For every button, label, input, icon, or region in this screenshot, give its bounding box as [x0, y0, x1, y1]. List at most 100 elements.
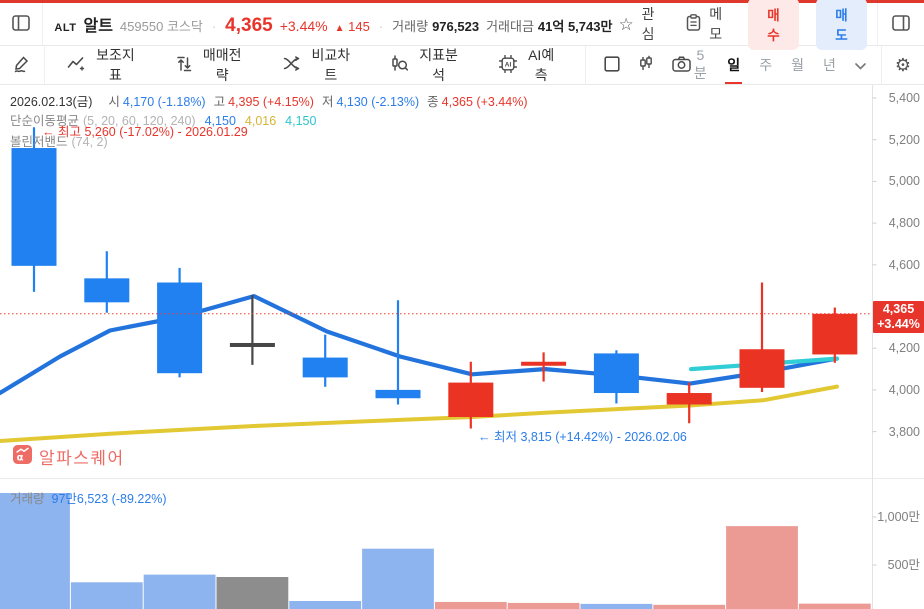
- volume-bar: [289, 601, 362, 609]
- ma-value-20: 4,150: [204, 114, 236, 128]
- indicator-button[interactable]: 보조지표: [61, 44, 146, 86]
- bb-params: (74, 2): [71, 135, 108, 149]
- volume-bar: [216, 577, 289, 609]
- timeframe-week[interactable]: 주: [759, 57, 773, 73]
- memo-button[interactable]: 메모: [680, 3, 731, 45]
- alphasquare-watermark: α 알파스퀘어: [13, 444, 125, 469]
- price-axis-label: 4,600: [888, 258, 920, 272]
- volume-bar: [143, 574, 216, 609]
- sell-button[interactable]: 매도: [816, 0, 867, 50]
- ai-forecast-button[interactable]: AI AI예측: [493, 44, 566, 86]
- price-axis-label: 5,400: [888, 91, 920, 105]
- candle-body: [448, 382, 494, 418]
- change-amount: ▲ 145: [334, 18, 370, 34]
- watchlist-button[interactable]: ☆ 관심: [612, 3, 663, 45]
- pencil-icon: [13, 55, 31, 76]
- draw-tool-button[interactable]: [0, 46, 46, 84]
- candle-body: [739, 349, 785, 388]
- current-price-badge: 4,365 +3.44%: [873, 301, 924, 333]
- volume-panel-header: 거래량 97만6,523 (-89.22%): [10, 488, 167, 507]
- indicator-zigzag-icon: [67, 56, 85, 74]
- candle-body: [11, 148, 57, 266]
- low-price-annotation: ← 최저 3,815 (+14.42%) - 2026.02.06: [478, 430, 687, 444]
- timeframe-selector: 5분 일 주 월 년: [691, 47, 880, 84]
- price-axis-label: 5,000: [888, 174, 920, 188]
- svg-text:AI: AI: [505, 61, 512, 68]
- timeframe-month[interactable]: 월: [791, 57, 804, 73]
- ticker-logo: ALT: [54, 21, 77, 34]
- stock-summary: ALT 알트 459550 코스닥 · 4,365 +3.44% ▲ 145 ·…: [43, 12, 612, 37]
- price-axis-label: 3,800: [888, 425, 920, 439]
- toolbar-divider: [585, 46, 587, 84]
- timeframe-dropdown-button[interactable]: [854, 57, 867, 73]
- moving-average-legend: 단순이동평균 (5, 20, 60, 120, 240) 4,150 4,016 4,1…: [10, 110, 316, 129]
- tool-items: 보조지표 매매전략 비교차트 지표분석: [45, 44, 565, 86]
- timeframe-5min[interactable]: 5분: [691, 47, 709, 83]
- candle-body: [666, 393, 712, 405]
- ma20-line: [0, 294, 840, 396]
- high-price-annotation: ← 최고 5,260 (-17.02%) - 2026.01.29: [42, 125, 248, 139]
- svg-text:α: α: [17, 452, 24, 463]
- strategy-button[interactable]: 매매전략: [170, 44, 253, 86]
- volume-bar: [70, 582, 143, 609]
- compare-chart-button[interactable]: 비교차트: [277, 44, 362, 86]
- candle-style-button[interactable]: [639, 55, 653, 75]
- timeframe-year[interactable]: 년: [822, 57, 836, 73]
- price-axis-label: 4,000: [888, 383, 920, 397]
- candle-body: [521, 361, 567, 366]
- badge-percent: +3.44%: [877, 317, 920, 331]
- up-arrow-icon: ▲: [334, 22, 345, 34]
- camera-icon: [672, 55, 692, 75]
- price-axis-label: 4,200: [888, 341, 920, 355]
- high-value: 4,395 (+4.15%): [228, 95, 314, 109]
- chart-toolbar: 보조지표 매매전략 비교차트 지표분석: [0, 46, 924, 85]
- price-axis-label: 5,200: [888, 133, 920, 147]
- volume-summary: 거래량 976,523: [392, 18, 480, 34]
- ma120-line: [0, 384, 839, 443]
- candle-magnifier-icon: [391, 55, 409, 75]
- shuffle-arrows-icon: [283, 56, 301, 74]
- current-price: 4,365: [225, 14, 273, 36]
- arrows-up-down-icon: [176, 56, 192, 75]
- volume-panel-label: 거래량: [10, 492, 45, 506]
- alphasquare-logo-icon: α: [13, 444, 32, 469]
- candle-body: [302, 357, 348, 378]
- volume-axis-label: 1,000만: [877, 510, 920, 524]
- stock-code-market: 459550 코스닥: [119, 18, 203, 34]
- header-actions: ☆ 관심 메모 매수 매도: [612, 0, 877, 50]
- timeframe-day[interactable]: 일: [725, 57, 743, 84]
- alphasquare-logo-text: 알파스퀘어: [39, 449, 125, 468]
- candlestick-chart-canvas[interactable]: [0, 84, 924, 609]
- memo-clipboard-icon: [686, 14, 701, 34]
- candlestick-icon: [639, 55, 653, 75]
- top-accent-bar: [0, 0, 924, 3]
- bb-label: 볼린저밴드: [10, 135, 68, 149]
- volume-bar: [653, 604, 726, 609]
- volume-bar: [362, 548, 434, 609]
- right-panel-toggle-button[interactable]: [877, 3, 924, 45]
- volume-bar: [726, 526, 798, 609]
- low-value: 4,130 (-2.13%): [336, 95, 420, 109]
- rectangle-tool-button[interactable]: [604, 55, 621, 75]
- screenshot-button[interactable]: [672, 55, 692, 75]
- turnover-summary: 거래대금 41억 5,743만: [486, 18, 613, 34]
- ma-value-120: 4,016: [244, 114, 277, 128]
- chart-area[interactable]: 2026.02.13(금) 시 4,170 (-1.18%) 고 4,395 (+4.1…: [0, 84, 924, 609]
- bollinger-legend: 볼린저밴드 (74, 2): [10, 131, 108, 150]
- indicator-analysis-button[interactable]: 지표분석: [385, 44, 469, 86]
- volume-bar: [507, 602, 580, 609]
- candle-body: [593, 353, 639, 394]
- chart-settings-button[interactable]: ⚙: [880, 46, 924, 84]
- open-value: 4,170 (-1.18%): [122, 95, 206, 109]
- stock-name: 알트: [83, 17, 113, 35]
- candle-body: [229, 342, 275, 347]
- volume-bar: [580, 603, 653, 609]
- price-axis-label: 4,800: [888, 216, 920, 230]
- rectangle-icon: [604, 55, 621, 75]
- buy-button[interactable]: 매수: [748, 0, 799, 50]
- separator-dot: ·: [211, 18, 217, 34]
- separator-dot: ·: [378, 18, 384, 34]
- ma-value-240: 4,150: [285, 114, 317, 128]
- left-panel-toggle-button[interactable]: [0, 3, 44, 45]
- volume-bar: [0, 493, 70, 609]
